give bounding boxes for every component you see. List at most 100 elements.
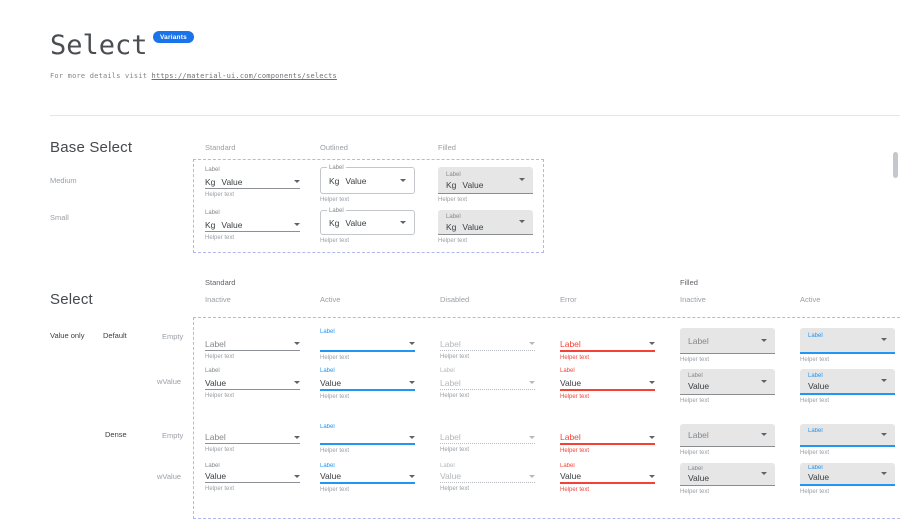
row-label-small: Small (50, 213, 69, 222)
float-label: Label (446, 213, 461, 220)
column-header-outlined: Outlined (320, 143, 348, 152)
float-label: Label (808, 428, 823, 434)
dropdown-arrow-icon (409, 381, 415, 384)
base-select-frame (193, 159, 544, 253)
select-value: Value (462, 221, 484, 232)
select-input[interactable]: Label Value (800, 369, 895, 395)
adornment: Kg (446, 221, 457, 232)
select-input[interactable]: Value (320, 470, 415, 484)
select-input[interactable]: Value (560, 376, 655, 391)
dropdown-arrow-icon (529, 381, 535, 384)
select-standard-error-wvalue-dense: Label Value Helper text (560, 463, 655, 496)
base-select-filled-small: Label Kg Value Helper text (438, 210, 533, 245)
dropdown-arrow-icon (400, 221, 406, 224)
helper-text: Helper text (320, 487, 350, 493)
select-input[interactable] (320, 431, 415, 445)
select-input: Label (440, 337, 535, 351)
select-value: Value (560, 377, 582, 388)
select-filled-inactive-empty: Label Helper text (680, 328, 775, 364)
select-input[interactable]: Label Value (680, 463, 775, 486)
select-input[interactable]: Kg Value (205, 218, 300, 232)
select-standard-error-wvalue: Label Value Helper text (560, 367, 655, 405)
vertical-scrollbar[interactable] (893, 152, 898, 178)
dropdown-arrow-icon (409, 342, 415, 345)
float-label: Label (688, 465, 703, 472)
select-standard-active-wvalue: Label Value Helper text (320, 367, 415, 405)
notched-label: Label (327, 207, 346, 215)
base-select-outlined-medium: Label Kg Value Helper text (320, 164, 415, 204)
select-standard-inactive-empty: Label Helper text (205, 328, 300, 364)
select-input[interactable]: Label Value (680, 369, 775, 395)
select-input[interactable] (320, 337, 415, 352)
select-input[interactable]: Value (205, 376, 300, 390)
select-input[interactable]: Value (320, 376, 415, 391)
select-standard-active-wvalue-dense: Label Value Helper text (320, 463, 415, 496)
select-input[interactable]: Label Kg Value (438, 210, 533, 235)
resting-label: Label (560, 338, 581, 349)
dropdown-arrow-icon (400, 179, 406, 182)
select-input[interactable]: Label Kg Value (320, 207, 415, 235)
dropdown-arrow-icon (761, 379, 767, 383)
resting-label: Label (205, 338, 226, 349)
select-value: Value (221, 219, 243, 230)
select-input[interactable]: Value (560, 470, 655, 484)
select-value: Value (345, 217, 367, 228)
select-standard-active-empty-dense: Label Helper text (320, 424, 415, 457)
select-value: Value (688, 381, 710, 391)
helper-text: Helper text (560, 448, 590, 454)
float-label: Label (688, 373, 703, 379)
dropdown-arrow-icon (294, 435, 300, 439)
dropdown-arrow-icon (519, 220, 525, 223)
select-input[interactable]: Label (800, 328, 895, 354)
select-input[interactable]: Value (205, 470, 300, 483)
select-input[interactable]: Label (560, 337, 655, 352)
float-label: Label (205, 463, 220, 469)
dropdown-arrow-icon (761, 338, 767, 342)
select-filled-active-wvalue-dense: Label Value Helper text (800, 463, 895, 496)
select-input[interactable]: Label Value (800, 463, 895, 486)
select-input[interactable]: Label (205, 431, 300, 444)
base-select-standard-small: Label Kg Value Helper text (205, 209, 300, 242)
grid-row-default-wvalue: Label Value Helper text Label Value Help… (205, 367, 900, 405)
helper-text: Helper text (320, 394, 350, 400)
float-label: Label (205, 368, 220, 374)
group-header-standard: Standard (205, 278, 236, 287)
helper-text: Helper text (205, 235, 235, 241)
dropdown-arrow-icon (294, 223, 300, 226)
base-select-outlined-small: Label Kg Value Helper text (320, 207, 415, 245)
select-standard-inactive-wvalue: Label Value Helper text (205, 367, 300, 405)
dropdown-arrow-icon (294, 180, 300, 183)
dropdown-arrow-icon (529, 474, 535, 478)
helper-text: Helper text (680, 450, 710, 456)
grid-row-default-empty: Label Helper text Label Helper text Labe… (205, 328, 900, 364)
select-input[interactable]: Kg Value (205, 175, 300, 189)
resting-label: Label (440, 338, 461, 349)
select-input[interactable]: Label (800, 424, 895, 447)
select-input[interactable]: Label (680, 328, 775, 354)
dropdown-arrow-icon (881, 432, 887, 436)
helper-text: Helper text (205, 486, 235, 492)
dropdown-arrow-icon (761, 433, 767, 436)
select-standard-disabled-empty: Label Helper text (440, 328, 535, 364)
state-label-empty: Empty (162, 332, 184, 341)
dropdown-arrow-icon (649, 435, 655, 439)
select-input[interactable]: Label (680, 424, 775, 447)
dropdown-arrow-icon (881, 338, 887, 341)
select-value: Label (440, 377, 461, 388)
select-value: Value (808, 472, 830, 482)
dropdown-arrow-icon (881, 471, 887, 475)
adornment: Kg (205, 176, 216, 187)
helper-text: Helper text (800, 357, 830, 363)
dropdown-arrow-icon (529, 342, 535, 345)
select-input[interactable]: Label Kg Value (320, 164, 415, 194)
resting-label: Label (688, 430, 709, 440)
helper-text: Helper text (320, 197, 350, 203)
helper-text: Helper text (205, 447, 235, 453)
select-input[interactable]: Label (560, 431, 655, 445)
helper-text: Helper text (320, 355, 350, 361)
float-label: Label (320, 329, 335, 335)
docs-link[interactable]: https://material-ui.com/components/selec… (151, 72, 337, 80)
select-input[interactable]: Label Kg Value (438, 167, 533, 194)
select-input[interactable]: Label (205, 337, 300, 351)
select-value: Value (462, 179, 484, 190)
